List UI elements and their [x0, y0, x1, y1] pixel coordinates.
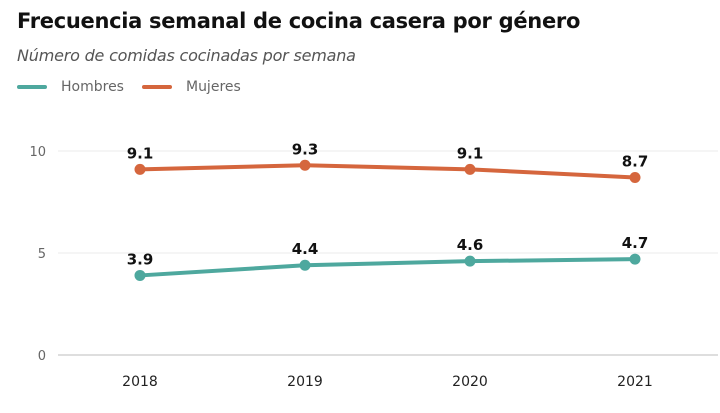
- x-tick-label: 2020: [452, 374, 488, 390]
- gridlines: [58, 150, 718, 356]
- legend: Hombres Mujeres: [17, 79, 259, 95]
- x-tick-label: 2021: [617, 374, 653, 390]
- data-label-hombres: 4.4: [292, 240, 319, 258]
- legend-label-hombres: Hombres: [61, 79, 124, 95]
- y-tick-label: 10: [29, 145, 46, 160]
- y-axis-ticks: 0 5 10: [29, 145, 46, 364]
- chart-subtitle: Número de comidas cocinadas por semana: [17, 46, 356, 65]
- data-point-mujeres[interactable]: [299, 159, 311, 171]
- series-lines: [138, 163, 637, 278]
- legend-swatch-mujeres: [141, 85, 172, 89]
- data-point-hombres[interactable]: [299, 259, 311, 271]
- series-line-hombres: [138, 257, 637, 278]
- x-tick-label: 2019: [287, 374, 323, 390]
- data-label-hombres: 3.9: [127, 250, 154, 268]
- data-point-hombres[interactable]: [464, 255, 476, 267]
- y-tick-label: 0: [38, 349, 46, 364]
- data-point-mujeres[interactable]: [134, 163, 146, 175]
- legend-item-mujeres[interactable]: Mujeres: [141, 79, 241, 95]
- data-label-mujeres: 9.1: [457, 144, 484, 162]
- x-axis-ticks: 2018 2019 2020 2021: [122, 374, 653, 390]
- data-point-mujeres[interactable]: [629, 172, 641, 184]
- x-tick-label: 2018: [122, 374, 158, 390]
- data-label-hombres: 4.7: [622, 234, 649, 252]
- data-label-hombres: 4.6: [457, 236, 484, 254]
- data-labels: 3.9 4.4 4.6 4.7 9.1 9.3 9.1 8.7: [127, 140, 649, 268]
- chart-title: Frecuencia semanal de cocina casera por …: [17, 9, 581, 33]
- data-point-hombres[interactable]: [134, 269, 146, 281]
- y-tick-label: 5: [38, 247, 46, 262]
- legend-label-mujeres: Mujeres: [185, 79, 241, 95]
- series-line-mujeres: [138, 163, 637, 180]
- legend-swatch-hombres: [17, 85, 47, 89]
- data-label-mujeres: 9.3: [292, 140, 319, 158]
- data-label-mujeres: 9.1: [127, 144, 154, 162]
- data-label-mujeres: 8.7: [622, 153, 649, 171]
- legend-item-hombres[interactable]: Hombres: [17, 79, 124, 95]
- data-point-hombres[interactable]: [629, 253, 641, 265]
- data-point-mujeres[interactable]: [464, 163, 476, 175]
- series-points: [134, 159, 641, 281]
